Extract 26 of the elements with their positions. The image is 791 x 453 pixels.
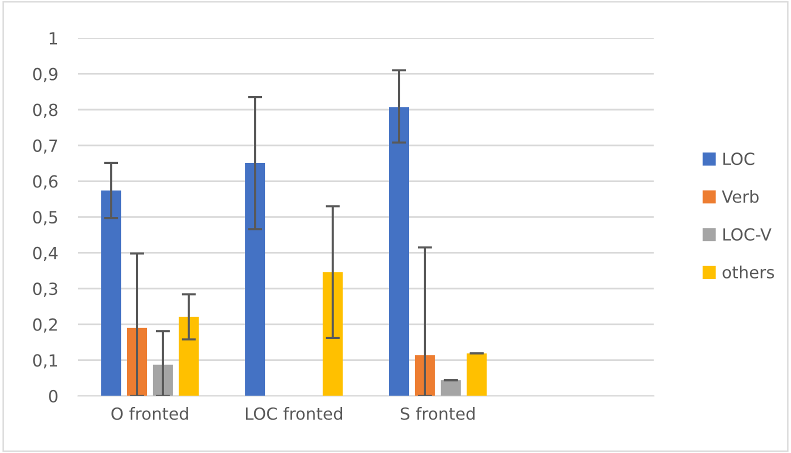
bar	[440, 380, 461, 396]
bar	[101, 190, 122, 396]
y-tick-label: 0,1	[33, 354, 58, 368]
bar	[389, 107, 410, 396]
legend-label: Verb	[722, 190, 759, 203]
bar	[152, 364, 173, 396]
y-tick-label: 0,6	[33, 175, 58, 190]
x-tick-label: O fronted	[111, 407, 188, 420]
y-tick-label: 0,5	[33, 210, 58, 226]
legend-label: LOC-V	[723, 228, 772, 241]
legend-label: LOC	[723, 152, 754, 166]
legend-label: others	[722, 266, 774, 279]
x-tick-label: S fronted	[400, 407, 475, 420]
y-tick-label: 0	[49, 390, 58, 402]
bar	[466, 353, 487, 396]
bar	[322, 272, 343, 396]
y-tick-label: 0,7	[33, 139, 58, 154]
bar	[178, 316, 199, 396]
y-tick-label: 0,3	[33, 282, 58, 297]
y-tick-label: 0,8	[33, 104, 58, 118]
x-tick-label: LOC fronted	[246, 407, 342, 420]
y-tick-label: 0,4	[33, 246, 58, 262]
y-tick-label: 0,9	[33, 68, 58, 82]
y-tick-label: 1	[50, 32, 58, 44]
bar	[245, 162, 266, 396]
y-tick-label: 0,2	[33, 318, 57, 333]
